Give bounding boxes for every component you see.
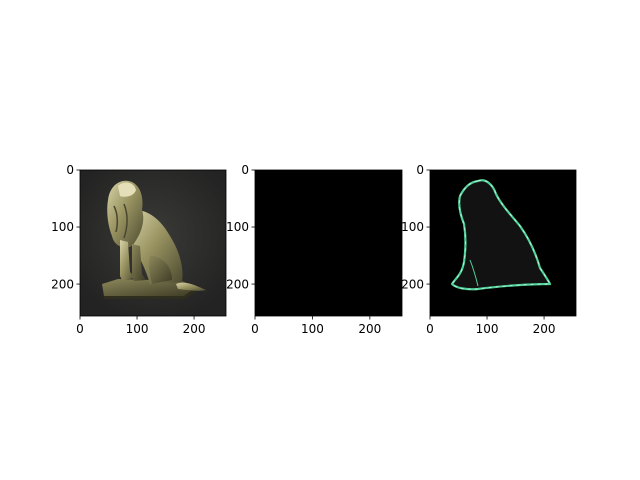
subplot-1: 0 100 200 0 100 200 xyxy=(51,163,227,336)
y-tick-label: 0 xyxy=(241,163,249,177)
y-tick-label: 0 xyxy=(66,163,74,177)
y-tick-label: 200 xyxy=(51,277,74,291)
x-tick-label: 100 xyxy=(301,322,324,336)
y-tick-label: 100 xyxy=(51,220,74,234)
x-tick-label: 0 xyxy=(251,322,259,336)
y-tick-label: 200 xyxy=(401,277,424,291)
axes-frame-1 xyxy=(79,169,227,317)
image-panel-2 xyxy=(255,170,402,316)
lion-silhouette-outline xyxy=(450,179,552,291)
y-tick-label: 100 xyxy=(226,220,249,234)
axes-frame-2 xyxy=(254,169,403,317)
x-tick-label: 200 xyxy=(358,322,381,336)
image-panel-3 xyxy=(430,170,576,316)
x-tick-label: 0 xyxy=(426,322,434,336)
x-tick-label: 100 xyxy=(476,322,499,336)
image-panel-1 xyxy=(80,170,226,316)
tick-group-1: 0 100 200 0 100 200 xyxy=(51,163,205,336)
x-tick-label: 0 xyxy=(76,322,84,336)
subplot-2: 0 100 200 0 100 200 xyxy=(226,163,403,336)
y-tick-label: 200 xyxy=(226,277,249,291)
x-tick-label: 200 xyxy=(183,322,206,336)
lion-statue xyxy=(102,180,206,299)
subplot-3: 0 100 200 0 100 200 xyxy=(401,163,577,336)
tick-group-3: 0 100 200 0 100 200 xyxy=(401,163,555,336)
y-tick-label: 100 xyxy=(401,220,424,234)
x-tick-label: 100 xyxy=(126,322,149,336)
x-tick-label: 200 xyxy=(533,322,556,336)
tick-group-2: 0 100 200 0 100 200 xyxy=(226,163,381,336)
axes-frame-3 xyxy=(429,169,577,317)
y-tick-label: 0 xyxy=(416,163,424,177)
